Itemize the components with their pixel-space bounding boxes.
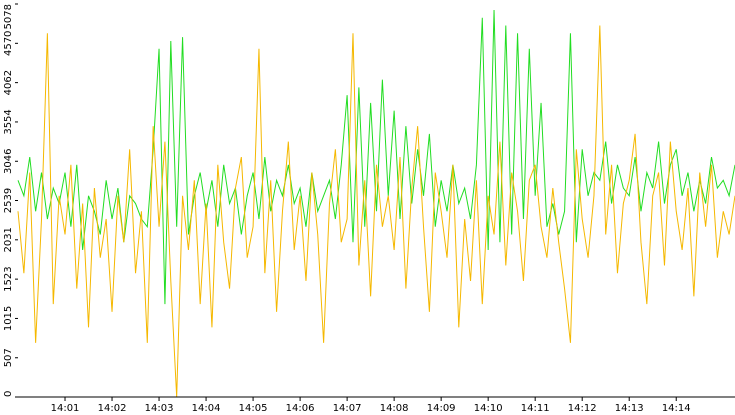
- x-tick-label: 14:06: [286, 403, 315, 414]
- x-tick-label: 14:14: [662, 403, 691, 414]
- series-line: [17, 25, 735, 398]
- y-tick-label: 2031: [3, 227, 14, 252]
- x-tick-label: 14:10: [474, 403, 503, 414]
- series-line: [17, 10, 735, 305]
- y-tick-label: 2539: [3, 188, 14, 213]
- y-tick-label: 3046: [3, 149, 14, 174]
- y-tick-label: 1015: [3, 306, 14, 331]
- x-tick-label: 14:13: [615, 403, 644, 414]
- x-tick-label: 14:08: [380, 403, 409, 414]
- x-tick-label: 14:07: [333, 403, 362, 414]
- x-tick-label: 14:04: [192, 403, 221, 414]
- y-tick-label: 0: [3, 391, 14, 397]
- y-tick-label: 4062: [3, 70, 14, 95]
- x-tick-label: 14:02: [98, 403, 127, 414]
- x-tick-label: 14:09: [427, 403, 456, 414]
- x-tick-label: 14:01: [51, 403, 80, 414]
- y-tick-label: 5078: [3, 4, 14, 29]
- x-tick-label: 14:03: [145, 403, 174, 414]
- y-tick-label: 1523: [3, 266, 14, 291]
- x-tick-label: 14:05: [239, 403, 268, 414]
- y-tick-label: 3554: [3, 109, 14, 134]
- y-tick-label: 4570: [3, 31, 14, 56]
- x-tick-label: 14:12: [568, 403, 597, 414]
- x-tick-label: 14:11: [521, 403, 550, 414]
- y-tick-label: 507: [3, 348, 14, 367]
